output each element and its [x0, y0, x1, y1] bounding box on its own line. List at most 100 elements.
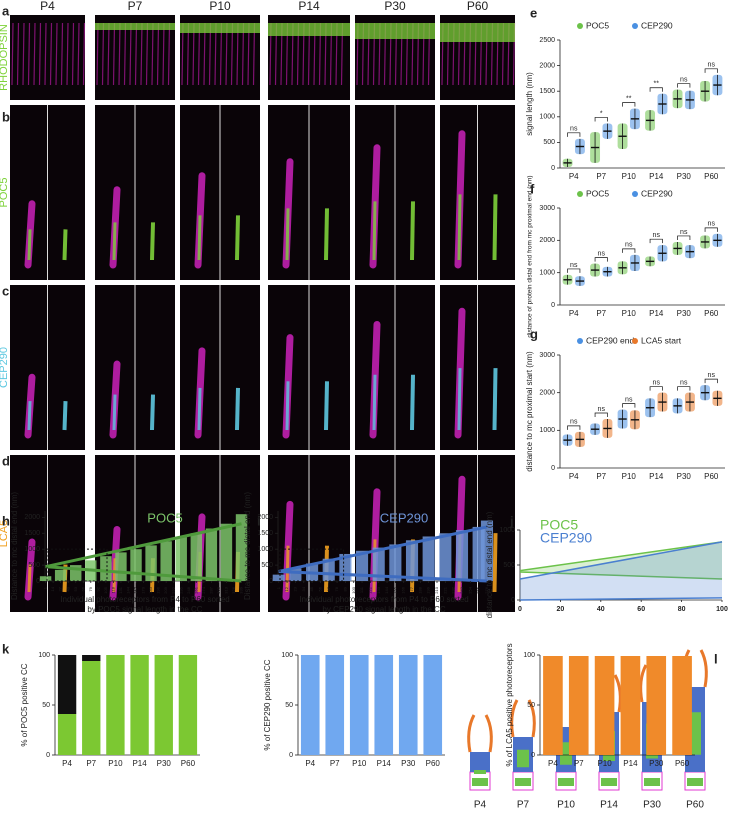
significance-bracket	[704, 68, 718, 73]
x-tick-label: P60	[181, 759, 196, 768]
rod-stripe	[241, 22, 245, 86]
rod-stripe	[203, 22, 206, 86]
x-tick-label: P4	[569, 172, 579, 181]
bar-segment	[82, 655, 101, 661]
bar-segment	[423, 655, 443, 755]
bar-segment	[543, 656, 563, 755]
x-tick-label: 157	[133, 586, 138, 593]
panel-letter: e	[530, 5, 537, 20]
bar	[205, 528, 218, 581]
x-tick-label: P10	[622, 309, 637, 318]
x-tick-label: 40	[65, 586, 70, 591]
rod-stripe	[140, 22, 143, 86]
significance: ns	[625, 396, 633, 403]
x-tick-label: P10	[622, 172, 637, 181]
signal-channel	[62, 229, 68, 261]
significance-bracket	[622, 248, 636, 253]
y-tick-label: 50	[527, 702, 535, 709]
trend-line	[519, 541, 723, 580]
rod-stripe	[181, 22, 184, 86]
signal-channel	[492, 368, 498, 431]
y-tick-label: 0	[551, 302, 555, 309]
significance: **	[626, 95, 632, 102]
rhodopsin-band	[180, 23, 260, 33]
bar	[130, 549, 142, 581]
x-tick-label: 89	[342, 586, 347, 591]
x-tick-label: 53	[73, 586, 78, 591]
bar	[54, 569, 67, 581]
x-tick-label: P4	[569, 472, 579, 481]
rod-stripe	[192, 22, 195, 86]
bar	[115, 552, 127, 581]
significance: ns	[598, 250, 606, 257]
bar	[455, 530, 469, 581]
significance: ns	[680, 77, 688, 84]
x-tick-label: 300	[216, 586, 221, 593]
rhodopsin-band	[440, 23, 515, 42]
rod-stripe	[11, 22, 14, 86]
bar	[372, 547, 385, 581]
panel-letter: f	[530, 181, 535, 196]
rod-stripe	[197, 22, 201, 86]
x-tick-label: 254	[467, 586, 472, 593]
significance: **	[654, 81, 660, 88]
y-tick-label: 1000	[499, 527, 515, 534]
y-tick-label: 500	[503, 562, 515, 569]
cilium-inner	[474, 770, 486, 774]
bar-segment	[57, 655, 77, 714]
x-tick-label: 56	[317, 586, 322, 591]
bar-segment	[398, 655, 418, 755]
rod-stripe	[230, 22, 234, 86]
signal	[285, 381, 290, 431]
y-tick-label: 1500	[257, 530, 273, 537]
bar-segment	[106, 655, 125, 755]
significance: ns	[625, 242, 633, 249]
significance: ns	[708, 221, 716, 228]
y-tick-label: 1500	[539, 88, 555, 95]
significance-bracket	[649, 386, 663, 391]
bar	[100, 556, 112, 581]
rod-stripe	[145, 22, 149, 86]
rod-stripe	[107, 22, 110, 86]
x-tick-label: 313	[224, 586, 229, 593]
bar-segment	[620, 656, 641, 755]
trend-line	[519, 541, 723, 572]
x-tick-label: P14	[649, 172, 664, 181]
x-tick-label: P30	[157, 759, 172, 768]
significance: ns	[570, 419, 578, 426]
x-tick-label: 34	[301, 586, 306, 591]
rod-stripe	[96, 22, 99, 86]
bar-segment	[300, 655, 320, 755]
significance-bracket	[704, 227, 718, 232]
row-label: RHODOPSIN	[0, 24, 10, 91]
signal	[457, 194, 462, 261]
bar-segment	[646, 656, 667, 755]
panel-letter: j	[509, 513, 514, 528]
row-label: CEP290	[0, 347, 10, 388]
rod-stripe	[44, 22, 47, 86]
x-tick-label: 144	[126, 586, 131, 593]
x-tick-label: P60	[426, 759, 441, 768]
cilium-inner	[517, 749, 529, 768]
x-tick-label: P14	[132, 759, 147, 768]
row-label: POC5	[0, 178, 10, 208]
significance: ns	[653, 232, 661, 239]
signal	[197, 387, 202, 431]
rod-stripe	[101, 22, 105, 86]
y-tick-label: 1000	[539, 427, 555, 434]
x-tick-label: 67	[326, 586, 331, 591]
y-axis-label: Distance to mc distal end (nm)	[10, 492, 19, 600]
bar	[355, 550, 369, 581]
signal	[27, 564, 32, 593]
trend-line	[519, 597, 723, 601]
y-tick-label: 0	[269, 578, 273, 585]
cc-core	[515, 778, 531, 786]
y-axis-label: distance of protein distal end from mc p…	[527, 175, 534, 337]
rod-stripe	[27, 22, 31, 86]
x-tick-label: 210	[434, 586, 439, 593]
stage-label: P4	[474, 800, 487, 811]
x-tick-label: 221	[442, 586, 447, 593]
x-tick-label: 326	[231, 586, 236, 593]
bar	[405, 540, 419, 581]
